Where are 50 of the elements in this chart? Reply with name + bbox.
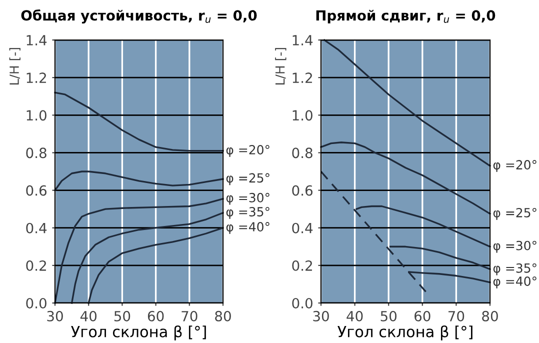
y-axis-title: L/H [-] (9, 48, 20, 84)
series-label: φ =30° (493, 240, 536, 253)
y-axis-title: L/H [-] (275, 48, 286, 84)
line-series (54, 92, 224, 152)
series-label: φ =20° (493, 160, 536, 172)
y-tick-label: 1.4 (26, 35, 47, 46)
x-tick-label: 60 (414, 310, 430, 322)
y-tick-label: 1.0 (26, 110, 46, 121)
y-tick-label: 1.2 (292, 72, 312, 83)
series-label: φ =25° (493, 208, 536, 220)
chart-title: Прямой сдвиг, r$_{u}$ = 0,0 (316, 10, 496, 24)
y-tick-label: 0.4 (292, 222, 313, 234)
y-tick-label: 0.4 (26, 222, 47, 234)
x-tick-label: 40 (346, 310, 363, 322)
x-tick-label: 70 (448, 310, 464, 322)
y-tick-label: 0.6 (292, 185, 312, 196)
y-tick-label: 0.8 (292, 148, 312, 158)
x-tick-label: 30 (313, 310, 329, 322)
y-tick-label: 0.0 (292, 298, 312, 308)
chart-title: Общая устойчивость, r$_{u}$ = 0,0 (21, 9, 257, 24)
y-tick-label: 0.6 (26, 185, 46, 196)
y-tick-label: 0.2 (26, 260, 46, 271)
y-tick-label: 0.2 (292, 260, 312, 271)
y-tick-label: 1.2 (26, 72, 46, 83)
series-label: φ =30° (226, 192, 270, 205)
series-label: φ =40° (226, 222, 270, 234)
x-tick-label: 60 (148, 310, 164, 322)
line-series (88, 227, 224, 304)
y-tick-label: 0.0 (26, 298, 46, 308)
x-axis-title: Угол склона β [°] (71, 325, 206, 340)
x-tick-label: 80 (482, 310, 498, 322)
series-label: φ =25° (226, 173, 270, 186)
line-series (320, 142, 491, 215)
y-tick-label: 1.4 (292, 35, 313, 46)
x-tick-label: 50 (380, 310, 397, 322)
series-label: φ =20° (226, 145, 270, 157)
series-label: φ =40° (493, 276, 536, 288)
series-label: φ =35° (226, 207, 270, 219)
line-series (54, 170, 224, 192)
y-tick-label: 1.0 (292, 110, 312, 121)
line-series (70, 212, 224, 304)
x-tick-label: 80 (215, 310, 231, 322)
x-tick-label: 40 (80, 310, 97, 322)
line-series (324, 39, 491, 167)
x-tick-label: 30 (47, 310, 63, 322)
x-tick-label: 70 (182, 310, 198, 322)
y-tick-label: 0.8 (26, 148, 46, 158)
series-label: φ =35° (493, 263, 536, 276)
x-axis-title: Угол склона β [°] (338, 325, 472, 340)
x-tick-label: 50 (114, 310, 130, 322)
